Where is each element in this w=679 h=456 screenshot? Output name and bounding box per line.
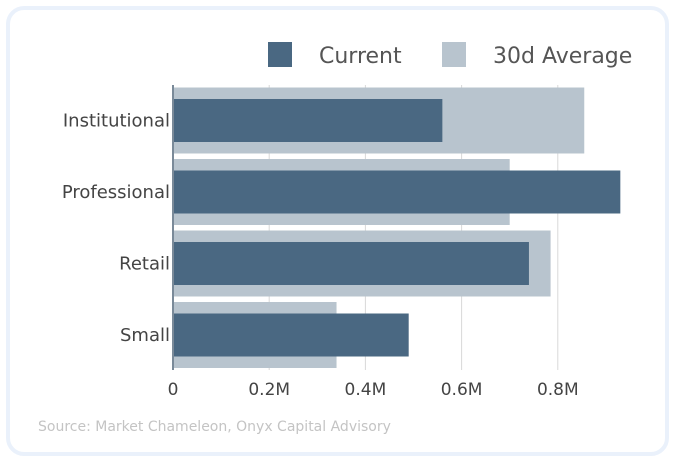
x-tick-label: 0.6M: [441, 380, 483, 400]
bar-current-small: [173, 313, 409, 357]
legend-label-current: Current: [319, 44, 402, 69]
bar-current-professional: [173, 170, 621, 214]
x-tick-label: 0.4M: [345, 380, 387, 400]
category-label: Institutional: [63, 111, 170, 132]
tick-labels: 0 0.2M 0.4M 0.6M 0.8M: [168, 380, 579, 400]
bar-current-retail: [173, 242, 529, 285]
category-label: Retail: [119, 254, 170, 275]
x-tick-label: 0.2M: [248, 380, 290, 400]
category-labels: Institutional Professional Retail Small: [62, 111, 170, 347]
legend: Current 30d Average: [268, 42, 632, 69]
x-tick-label: 0.8M: [537, 380, 579, 400]
bar-current-institutional: [173, 99, 443, 142]
legend-label-average: 30d Average: [493, 44, 632, 69]
legend-swatch-average: [442, 42, 466, 67]
category-label: Small: [120, 325, 170, 346]
x-tick-label: 0: [168, 380, 179, 400]
legend-swatch-current: [268, 42, 292, 67]
source-note: Source: Market Chameleon, Onyx Capital A…: [38, 419, 391, 435]
category-label: Professional: [62, 182, 170, 203]
current-bars: [173, 99, 621, 357]
